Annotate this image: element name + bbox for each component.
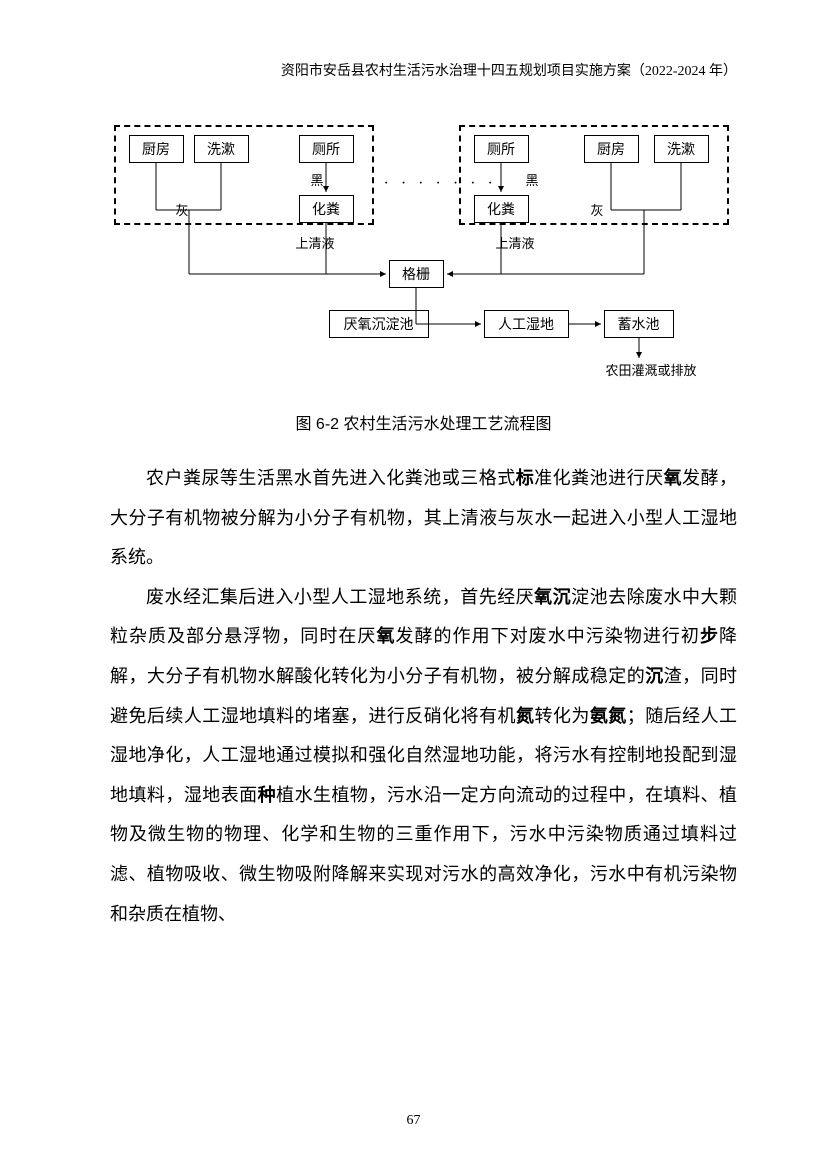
paragraph-1: 农户粪尿等生活黑水首先进入化粪池或三格式标准化粪池进行厌氧发酵，大分子有机物被分… [110, 459, 737, 578]
node-toilet-2: 厕所 [474, 135, 529, 163]
page-header: 资阳市安岳县农村生活污水治理十四五规划项目实施方案（2022-2024 年） [110, 60, 737, 80]
node-toilet-1: 厕所 [299, 135, 354, 163]
label-output: 农田灌溉或排放 [604, 360, 699, 379]
label-supernatant-right: 上清液 [494, 233, 537, 252]
node-septic-1: 化粪 [299, 195, 354, 223]
label-grey-right: 灰 [589, 200, 606, 219]
node-kitchen-1: 厨房 [129, 135, 184, 163]
node-wash-1: 洗漱 [194, 135, 249, 163]
node-septic-2: 化粪 [474, 195, 529, 223]
flowchart-diagram: 厨房 洗漱 厕所 化粪 厕所 厨房 洗漱 化粪 · · · · · · · 格栅… [114, 120, 734, 390]
body-text: 农户粪尿等生活黑水首先进入化粪池或三格式标准化粪池进行厌氧发酵，大分子有机物被分… [110, 459, 737, 934]
node-wash-2: 洗漱 [654, 135, 709, 163]
label-supernatant-left: 上清液 [294, 233, 337, 252]
label-black-right: 黑 [524, 170, 541, 189]
label-black-left: 黑 [309, 170, 326, 189]
dots-separator: · · · · · · · [384, 175, 497, 193]
node-reservoir: 蓄水池 [604, 310, 674, 338]
paragraph-2: 废水经汇集后进入小型人工湿地系统，首先经厌氧沉淀池去除废水中大颗粒杂质及部分悬浮… [110, 578, 737, 934]
node-grid: 格栅 [389, 260, 444, 288]
node-anaerobic: 厌氧沉淀池 [329, 310, 429, 338]
node-wetland: 人工湿地 [484, 310, 569, 338]
page-number: 67 [0, 1113, 827, 1129]
node-kitchen-2: 厨房 [584, 135, 639, 163]
figure-caption: 图 6-2 农村生活污水处理工艺流程图 [110, 410, 737, 434]
label-grey-left: 灰 [174, 200, 191, 219]
